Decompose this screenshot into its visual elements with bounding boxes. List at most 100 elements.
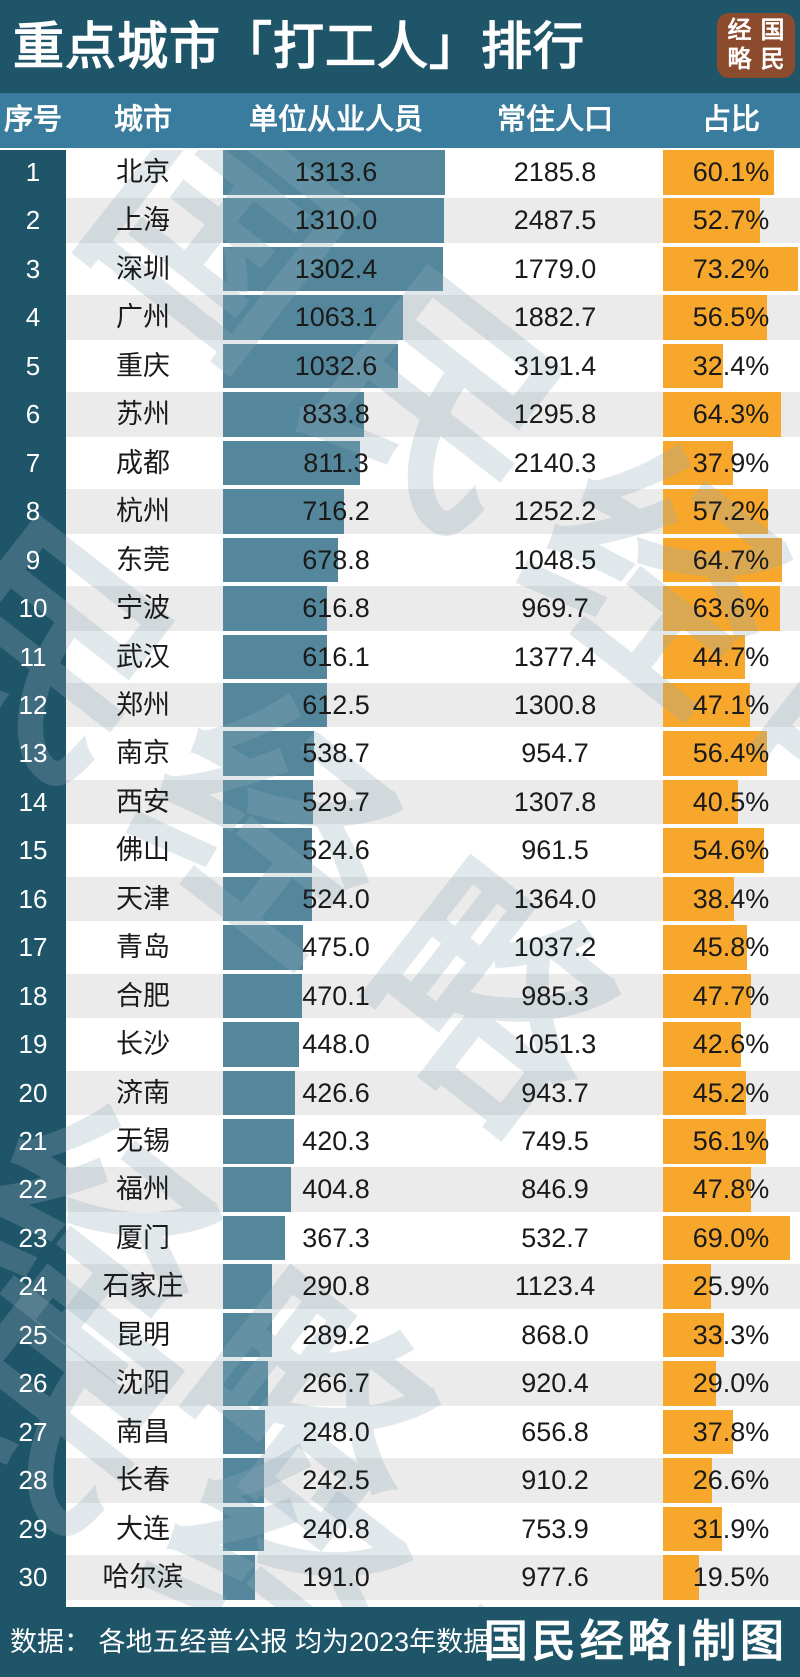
employees-bar — [223, 925, 304, 970]
share-bar — [663, 682, 750, 728]
share-value: 56.1% — [692, 1126, 770, 1156]
employees-value: 266.7 — [302, 1368, 370, 1399]
table-row: 10 宁波 616.8 969.7 63.6% — [0, 586, 800, 631]
employees-value: 470.1 — [302, 980, 370, 1011]
share-value: 47.1% — [692, 689, 770, 720]
table-row: 6 苏州 833.8 1295.8 64.3% — [0, 392, 800, 437]
employees-value: 678.8 — [302, 544, 370, 575]
population-value: 920.4 — [521, 1368, 589, 1399]
population-value: 1037.2 — [513, 932, 597, 963]
page-title: 重点城市「打工人」排行 — [13, 18, 586, 75]
population-value: 1300.8 — [513, 689, 597, 720]
share-value: 57.2% — [692, 496, 770, 527]
city-cell: 厦门 — [116, 1222, 170, 1253]
column-header-city: 城市 — [113, 104, 172, 136]
population-value: 1123.4 — [514, 1271, 596, 1302]
employees-bar — [223, 440, 361, 486]
share-bar — [663, 246, 798, 292]
employees-value: 426.6 — [302, 1077, 370, 1108]
rank-cell: 17 — [18, 932, 48, 963]
rank-cell: 16 — [18, 883, 48, 914]
share-value: 47.7% — [692, 980, 770, 1011]
employees-value: 367.3 — [302, 1222, 370, 1253]
employees-value: 240.8 — [302, 1513, 370, 1544]
share-value: 63.6% — [692, 593, 770, 624]
population-value: 1307.8 — [513, 786, 597, 817]
rank-cell: 12 — [18, 689, 48, 720]
share-bar — [663, 828, 764, 873]
share-bar — [663, 150, 774, 195]
employees-bar — [223, 1119, 294, 1164]
city-cell: 佛山 — [116, 835, 170, 866]
column-header-rank: 序号 — [3, 104, 62, 136]
share-bar — [663, 1458, 712, 1503]
rank-cell: 10 — [18, 593, 48, 624]
share-value: 45.2% — [692, 1077, 770, 1108]
rank-cell: 30 — [18, 1562, 48, 1593]
column-header-share: 占比 — [701, 104, 760, 136]
employees-value: 290.8 — [302, 1271, 370, 1302]
table-row: 17 青岛 475.0 1037.2 45.8% — [0, 925, 800, 970]
share-value: 64.3% — [692, 399, 770, 430]
rank-cell: 23 — [18, 1222, 48, 1253]
employees-value: 811.3 — [303, 447, 369, 478]
share-bar — [663, 1022, 742, 1067]
rank-cell: 3 — [25, 253, 41, 284]
population-value: 753.9 — [521, 1513, 589, 1544]
city-cell: 郑州 — [116, 689, 170, 720]
city-cell: 南昌 — [116, 1416, 170, 1447]
population-value: 2185.8 — [513, 157, 597, 187]
share-bar — [663, 1312, 725, 1358]
table-row: 20 济南 426.6 943.7 45.2% — [0, 1070, 800, 1116]
table-row: 19 长沙 448.0 1051.3 42.6% — [0, 1022, 800, 1067]
table-row: 25 昆明 289.2 868.0 33.3% — [0, 1312, 800, 1358]
employees-bar — [223, 682, 327, 728]
rank-cell: 24 — [18, 1271, 48, 1302]
data-source-note: 数据： 各地五经普公报 均为2023年数据 — [10, 1627, 491, 1657]
rank-cell: 27 — [18, 1416, 48, 1447]
city-cell: 上海 — [116, 205, 170, 236]
city-cell: 西安 — [116, 786, 170, 817]
rank-cell: 21 — [18, 1126, 48, 1156]
city-cell: 重庆 — [116, 350, 170, 381]
share-value: 19.5% — [692, 1562, 770, 1593]
employees-value: 1302.4 — [294, 253, 378, 284]
share-value: 52.7% — [692, 205, 770, 236]
seal-char: 民 — [760, 45, 785, 73]
share-bar — [663, 1555, 699, 1600]
table-row: 24 石家庄 290.8 1123.4 25.9% — [0, 1264, 800, 1309]
table-row: 15 佛山 524.6 961.5 54.6% — [0, 828, 800, 873]
share-bar — [663, 489, 769, 534]
share-bar — [663, 537, 782, 583]
employees-bar — [223, 1458, 264, 1503]
population-value: 1377.4 — [513, 641, 597, 672]
employees-bar — [223, 1022, 299, 1067]
population-value: 1779.0 — [513, 253, 597, 284]
share-bar — [663, 634, 746, 679]
city-cell: 昆明 — [116, 1319, 170, 1350]
share-value: 26.6% — [692, 1465, 770, 1496]
population-value: 954.7 — [521, 738, 589, 769]
table-row: 13 南京 538.7 954.7 56.4% — [0, 731, 800, 776]
employees-value: 1063.1 — [294, 302, 378, 333]
share-bar — [663, 1119, 767, 1164]
population-value: 1048.5 — [513, 544, 597, 575]
city-cell: 哈尔滨 — [102, 1562, 184, 1593]
rank-cell: 20 — [18, 1077, 48, 1108]
table-row: 14 西安 529.7 1307.8 40.5% — [0, 779, 800, 825]
column-header-population: 常住人口 — [496, 104, 613, 136]
footer-bar: 数据： 各地五经普公报 均为2023年数据 国民经略|制图 — [0, 1607, 800, 1677]
city-cell: 武汉 — [116, 641, 170, 672]
city-cell: 广州 — [116, 302, 170, 333]
city-cell: 深圳 — [116, 253, 170, 284]
share-value: 69.0% — [692, 1222, 770, 1253]
share-value: 64.7% — [692, 544, 770, 575]
employees-value: 529.7 — [302, 786, 370, 817]
rank-cell: 22 — [18, 1174, 48, 1205]
share-bar — [663, 198, 760, 243]
table-row: 23 厦门 367.3 532.7 69.0% — [0, 1215, 800, 1261]
employees-value: 524.0 — [302, 883, 370, 914]
rank-cell: 26 — [18, 1368, 48, 1399]
share-value: 38.4% — [692, 883, 770, 914]
